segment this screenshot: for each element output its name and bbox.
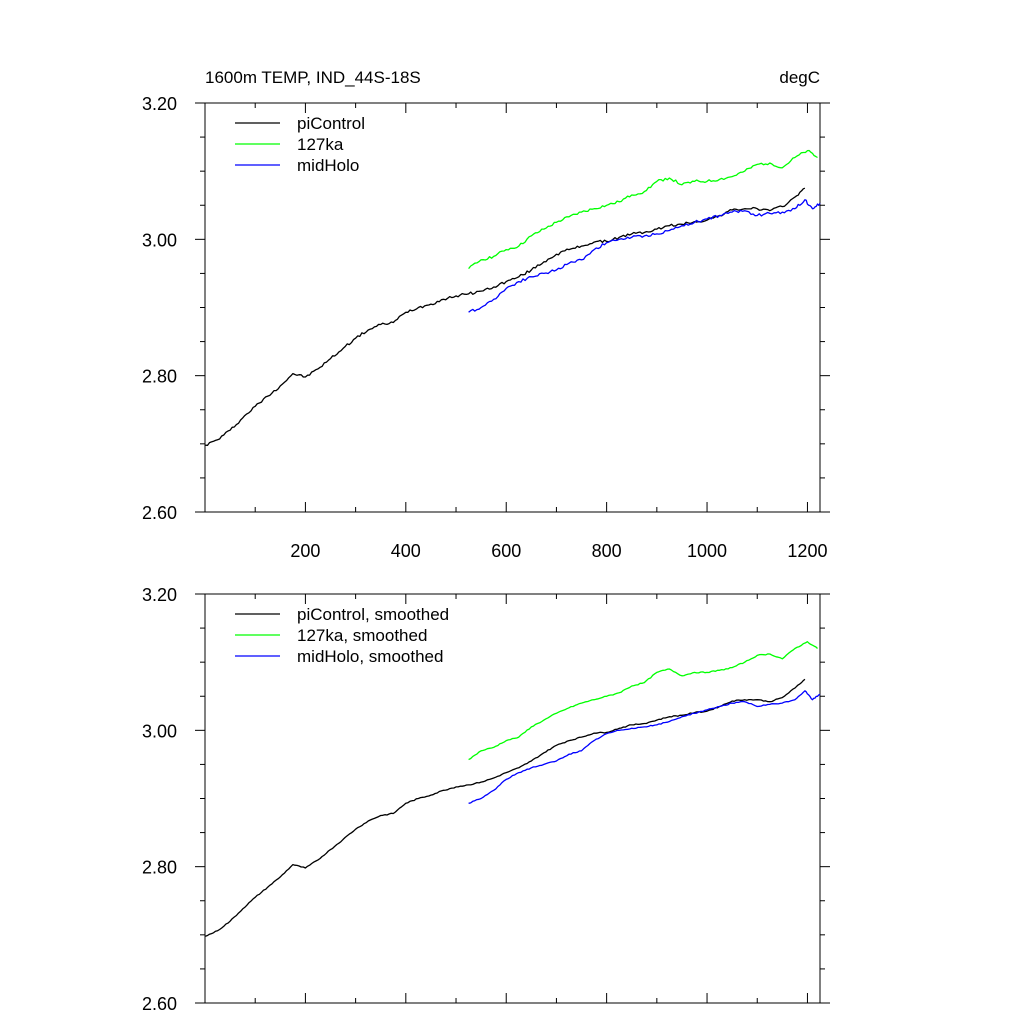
- x-tick-label-200: 200: [290, 541, 320, 561]
- legend-label-midholo-smoothed: midHolo, smoothed: [297, 647, 443, 666]
- legend-label-127ka: 127ka: [297, 135, 344, 154]
- series-line-midholo: [468, 199, 821, 313]
- y-tick-label-2.80: 2.80: [142, 367, 177, 387]
- legend-label-midholo: midHolo: [297, 156, 359, 175]
- legend-label-127ka-smoothed: 127ka, smoothed: [297, 626, 427, 645]
- units-label: degC: [779, 68, 820, 87]
- y-tick-label-2.80: 2.80: [142, 858, 177, 878]
- y-tick-label-3.20: 3.20: [142, 94, 177, 114]
- series-line-picontrol: [205, 187, 806, 447]
- y-tick-label-2.60: 2.60: [142, 994, 177, 1014]
- y-tick-label-3.20: 3.20: [142, 585, 177, 605]
- series-line-picontrol-smoothed: [205, 678, 806, 937]
- bottom-panel: 2.60 2.80 3.00 3.20 piControl, smoothed 127ka…: [142, 585, 830, 1014]
- chart-title: 1600m TEMP, IND_44S-18S: [205, 68, 421, 87]
- series-line-127ka-smoothed: [468, 641, 818, 761]
- y-tick-label-3.00: 3.00: [142, 721, 177, 741]
- top-panel: 2.60 2.80 3.00 3.20 200 400 600 800 1000 1200 1600…: [142, 68, 830, 561]
- y-tick-label-2.60: 2.60: [142, 503, 177, 523]
- legend-label-picontrol-smoothed: piControl, smoothed: [297, 605, 449, 624]
- legend-label-picontrol: piControl: [297, 114, 365, 133]
- y-tick-label-3.00: 3.00: [142, 230, 177, 250]
- x-tick-label-600: 600: [491, 541, 521, 561]
- x-tick-label-1200: 1200: [787, 541, 827, 561]
- series-line-127ka: [468, 149, 818, 270]
- series-line-midholo-smoothed: [468, 690, 821, 804]
- x-tick-label-1000: 1000: [687, 541, 727, 561]
- x-tick-label-400: 400: [391, 541, 421, 561]
- x-tick-label-800: 800: [592, 541, 622, 561]
